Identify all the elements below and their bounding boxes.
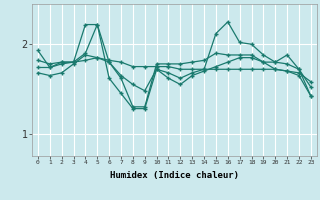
X-axis label: Humidex (Indice chaleur): Humidex (Indice chaleur): [110, 171, 239, 180]
